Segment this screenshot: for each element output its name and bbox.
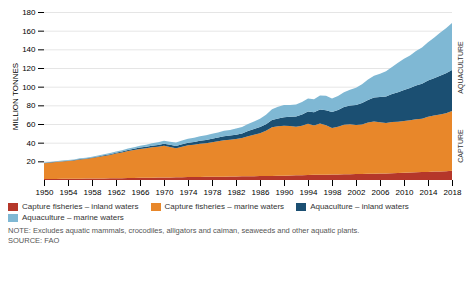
svg-text:180: 180 <box>22 8 36 17</box>
svg-text:1986: 1986 <box>252 188 270 197</box>
svg-text:1994: 1994 <box>300 188 318 197</box>
svg-text:1978: 1978 <box>204 188 222 197</box>
svg-text:120: 120 <box>22 64 36 73</box>
svg-text:1950: 1950 <box>36 188 54 197</box>
svg-text:MILLION TONNES: MILLION TONNES <box>11 63 20 130</box>
svg-text:1990: 1990 <box>276 188 294 197</box>
svg-text:100: 100 <box>22 83 36 92</box>
svg-text:2018: 2018 <box>444 188 462 197</box>
svg-text:2006: 2006 <box>372 188 390 197</box>
html-text:Capture fisheries – marine wat: Capture fisheries – marine waters <box>164 202 285 211</box>
svg-text:20: 20 <box>27 157 36 166</box>
svg-text:1962: 1962 <box>108 188 126 197</box>
svg-text:160: 160 <box>22 27 36 36</box>
svg-text:140: 140 <box>22 45 36 54</box>
svg-text:1958: 1958 <box>84 188 102 197</box>
html-text:Aquaculture – inland waters: Aquaculture – inland waters <box>310 202 409 211</box>
svg-text:1974: 1974 <box>180 188 198 197</box>
svg-text:60: 60 <box>27 120 36 129</box>
svg-text:CAPTURE: CAPTURE <box>457 129 464 163</box>
svg-text:80: 80 <box>27 101 36 110</box>
svg-text:2010: 2010 <box>396 188 414 197</box>
html-text:Capture fisheries – inland wat: Capture fisheries – inland waters <box>22 202 139 211</box>
svg-text:2014: 2014 <box>420 188 438 197</box>
html-text:Aquaculture – marine waters: Aquaculture – marine waters <box>22 213 124 222</box>
svg-text:AQUACULTURE: AQUACULTURE <box>457 41 465 94</box>
svg-text:1966: 1966 <box>132 188 150 197</box>
svg-text:1954: 1954 <box>60 188 78 197</box>
svg-text:40: 40 <box>27 139 36 148</box>
svg-text:1970: 1970 <box>156 188 174 197</box>
svg-text:1998: 1998 <box>324 188 342 197</box>
svg-text:1982: 1982 <box>228 188 246 197</box>
svg-text:2002: 2002 <box>348 188 366 197</box>
html-text:SOURCE: FAO: SOURCE: FAO <box>8 236 60 246</box>
html-text:NOTE: Excludes aquatic mammals: NOTE: Excludes aquatic mammals, crocodil… <box>8 226 360 235</box>
